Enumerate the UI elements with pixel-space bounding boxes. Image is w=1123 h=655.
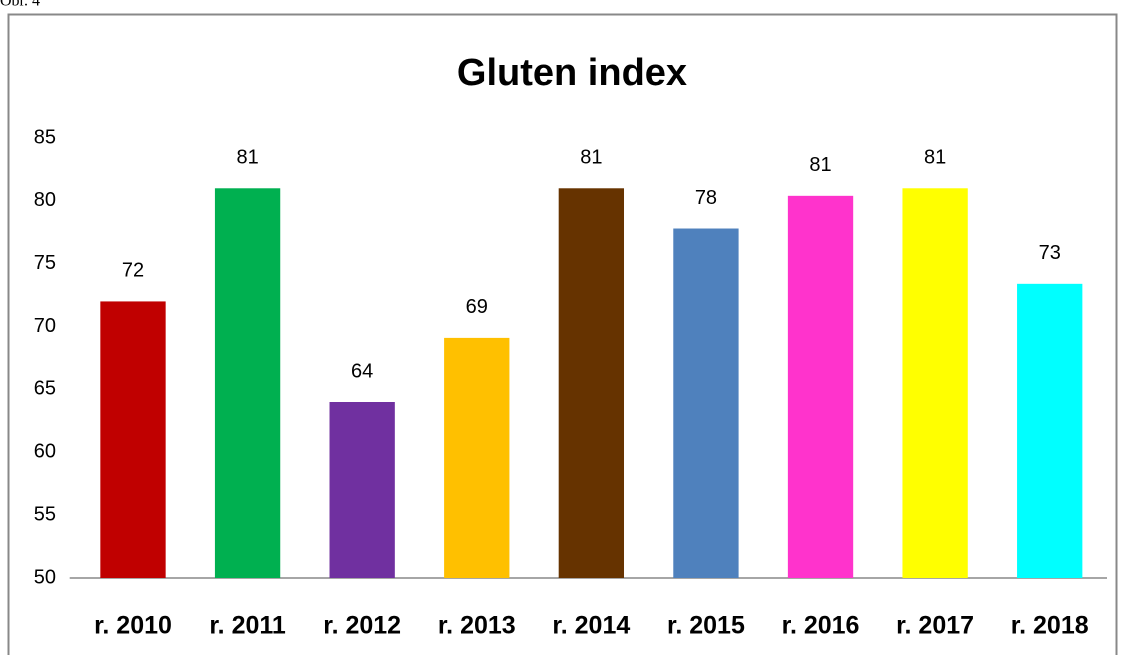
chart-title: Gluten index bbox=[457, 52, 687, 94]
y-tick-label: 65 bbox=[34, 378, 56, 400]
x-tick-label: r. 2010 bbox=[94, 612, 172, 640]
value-label: 81 bbox=[924, 147, 946, 169]
x-tick-label: r. 2016 bbox=[782, 612, 860, 640]
bar bbox=[1017, 283, 1083, 578]
bar bbox=[329, 402, 395, 578]
value-label: 81 bbox=[809, 154, 831, 176]
value-label: 81 bbox=[236, 147, 258, 169]
bar bbox=[558, 188, 625, 579]
value-label: 64 bbox=[351, 360, 373, 382]
x-tick-label: r. 2014 bbox=[552, 612, 630, 640]
y-tick-label: 85 bbox=[34, 126, 56, 148]
x-tick-label: r. 2012 bbox=[323, 612, 401, 640]
value-label: 78 bbox=[695, 187, 717, 209]
y-tick-label: 50 bbox=[34, 566, 56, 588]
x-tick-label: r. 2017 bbox=[896, 612, 974, 640]
bar bbox=[100, 301, 166, 578]
y-tick-label: 80 bbox=[34, 189, 56, 211]
x-tick-label: r. 2018 bbox=[1011, 612, 1089, 640]
x-tick-label: r. 2013 bbox=[438, 612, 516, 640]
bar bbox=[214, 188, 281, 579]
y-tick-label: 70 bbox=[34, 315, 56, 337]
bar bbox=[444, 337, 510, 578]
value-label: 69 bbox=[466, 296, 488, 318]
bar bbox=[787, 195, 854, 579]
x-tick-label: r. 2015 bbox=[667, 612, 745, 640]
bar bbox=[673, 228, 739, 578]
bar bbox=[902, 188, 968, 579]
y-tick-label: 55 bbox=[34, 503, 56, 525]
x-tick-label: r. 2011 bbox=[209, 612, 286, 640]
value-label: 72 bbox=[122, 260, 144, 282]
y-tick-label: 75 bbox=[34, 252, 56, 274]
caption: Obr. 4 bbox=[0, 0, 40, 10]
y-tick-label: 60 bbox=[34, 441, 56, 463]
value-label: 81 bbox=[580, 147, 602, 169]
value-label: 73 bbox=[1039, 242, 1061, 264]
